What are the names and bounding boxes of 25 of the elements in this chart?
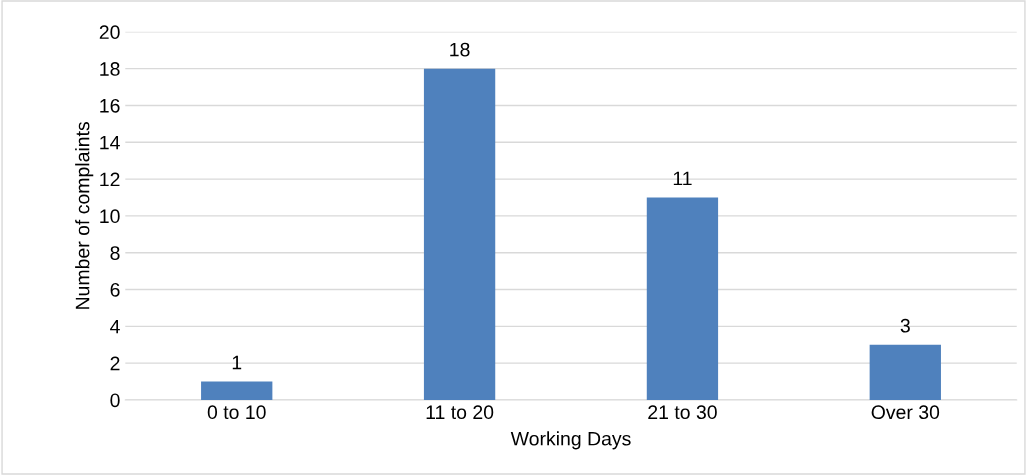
- y-tick-label: 14: [100, 135, 120, 150]
- y-tick-label: 18: [100, 62, 120, 76]
- y-tick-label: 10: [100, 209, 120, 224]
- data-label: 18: [450, 42, 470, 57]
- x-tick-label: 0 to 10: [207, 405, 266, 420]
- y-tick-label: 8: [110, 246, 120, 260]
- y-tick-label: 20: [99, 25, 120, 40]
- data-label: 1: [232, 355, 242, 370]
- bar: [201, 381, 273, 400]
- y-tick-label: 6: [110, 282, 120, 297]
- bar: [646, 197, 719, 400]
- x-tick-label: 11 to 20: [426, 405, 494, 420]
- data-label: 11: [673, 171, 692, 186]
- y-tick-label: 2: [110, 356, 120, 371]
- bar: [869, 344, 941, 400]
- x-axis-title: Working Days: [510, 431, 631, 450]
- x-tick-label: 21 to 30: [648, 405, 717, 420]
- y-axis-title: Number of complaints: [75, 122, 94, 309]
- bar: [423, 68, 496, 400]
- y-tick-label: 12: [100, 172, 120, 187]
- x-tick-label: Over 30: [871, 405, 940, 420]
- y-tick-label: 0: [110, 393, 120, 408]
- y-tick-label: 4: [110, 319, 120, 334]
- data-label: 3: [900, 318, 910, 333]
- y-tick-label: 16: [100, 98, 120, 113]
